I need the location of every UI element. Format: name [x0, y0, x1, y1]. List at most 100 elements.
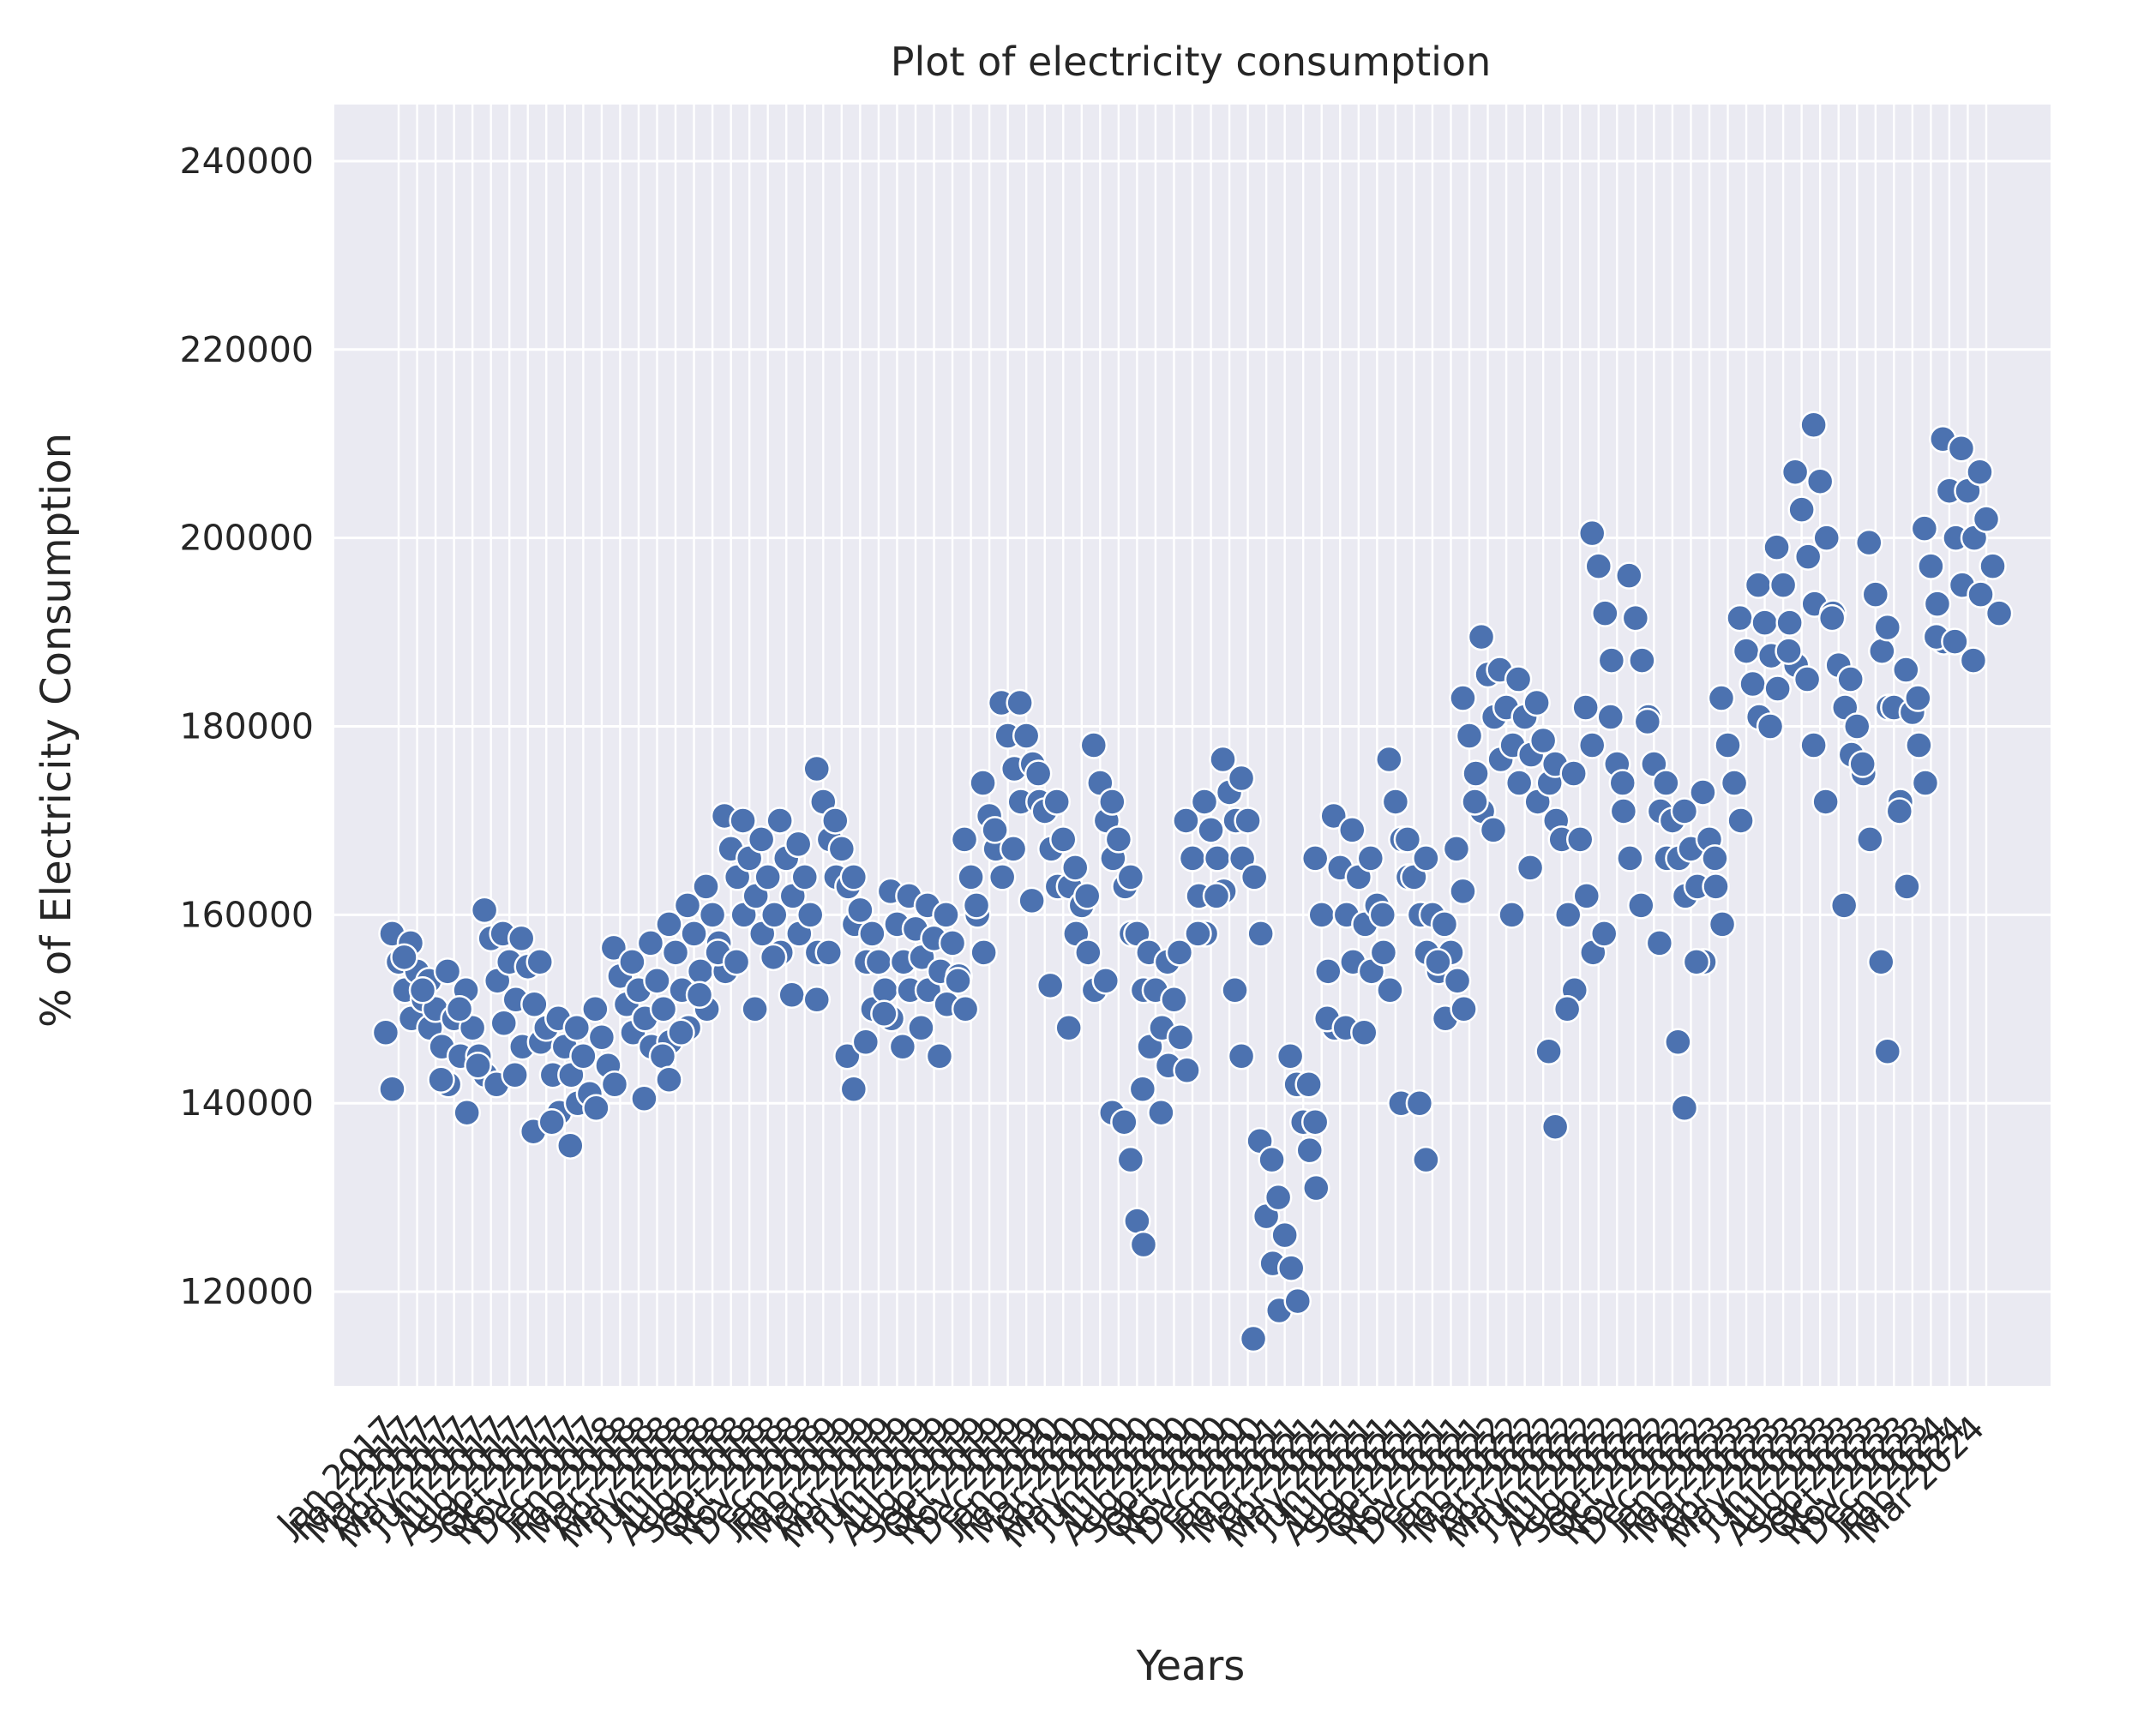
scatter-point [1240, 863, 1269, 891]
scatter-point [1720, 769, 1749, 797]
scatter-point [1577, 519, 1606, 548]
scatter-point [1856, 825, 1884, 854]
scatter-point [1276, 1042, 1305, 1070]
scatter-point [408, 976, 437, 1004]
scatter-point [1633, 707, 1662, 736]
scatter-point [1836, 665, 1865, 693]
scatter-point [1702, 872, 1730, 901]
scatter-point [1319, 801, 1348, 831]
scatter-point [1461, 788, 1489, 816]
scatter-point [1190, 788, 1219, 816]
scatter-point [1652, 769, 1680, 797]
y-tick-label: 220000 [179, 329, 314, 370]
y-tick-label: 180000 [179, 706, 314, 747]
scatter-point [1904, 684, 1932, 712]
scatter-point [1165, 938, 1194, 967]
scatter-point [784, 830, 813, 859]
scatter-point [1209, 745, 1237, 774]
scatter-point [1270, 1220, 1299, 1250]
scatter-point [489, 1009, 518, 1038]
scatter-point [667, 1018, 695, 1047]
scatter-point [1972, 505, 2001, 533]
scatter-point [1202, 882, 1231, 910]
scatter-point [1006, 688, 1034, 717]
scatter-point [1565, 825, 1594, 854]
scatter-point [1012, 722, 1041, 750]
scatter-point [1701, 844, 1729, 872]
scatter-point [1885, 797, 1914, 825]
scatter-point [1197, 816, 1225, 844]
scatter-point [839, 863, 868, 891]
scatter-point [1829, 891, 1859, 920]
scatter-point [1443, 967, 1472, 995]
scatter-points [371, 411, 2014, 1353]
scatter-point [1294, 1070, 1323, 1099]
scatter-point [501, 1060, 529, 1089]
scatter-point [1246, 920, 1275, 948]
scatter-point [1166, 1023, 1195, 1052]
scatter-point [999, 835, 1028, 863]
scatter-point [520, 990, 549, 1019]
scatter-point [759, 943, 788, 972]
scatter-point [907, 1014, 935, 1042]
scatter-point [950, 825, 979, 854]
scatter-point [1911, 769, 1940, 797]
scatter-point [1073, 882, 1102, 910]
scatter-point [1442, 835, 1471, 863]
scatter-point [1221, 976, 1249, 1004]
scatter-point [932, 901, 960, 929]
scatter-point [1091, 967, 1120, 995]
scatter-point [1276, 1254, 1306, 1282]
scatter-point [1855, 528, 1883, 557]
scatter-point [1967, 580, 1995, 609]
scatter-point [814, 938, 844, 967]
scatter-point [957, 863, 985, 891]
scatter-point [1467, 622, 1496, 651]
scatter-point [802, 986, 832, 1014]
scatter-point [1793, 665, 1822, 693]
scatter-point [1756, 712, 1785, 741]
scatter-point [988, 863, 1017, 891]
y-tick-label: 200000 [179, 518, 314, 559]
scatter-point [1670, 797, 1699, 825]
scatter-point [1528, 726, 1558, 755]
scatter-point [1338, 816, 1366, 844]
scatter-point [1300, 844, 1330, 872]
scatter-point [981, 816, 1009, 844]
scatter-point [537, 1107, 566, 1136]
scatter-point [649, 995, 678, 1023]
scatter-point [1817, 603, 1847, 633]
y-tick-label: 140000 [179, 1082, 314, 1124]
scatter-point [1812, 524, 1841, 552]
scatter-point [778, 980, 806, 1010]
scatter-point [1368, 901, 1397, 929]
scatter-point [925, 1042, 954, 1070]
scatter-point [507, 924, 536, 953]
scatter-point [569, 1042, 598, 1070]
scatter-point [1104, 825, 1133, 854]
scatter-point [1793, 543, 1823, 571]
scatter-point [1462, 759, 1490, 788]
scatter-point [802, 754, 832, 783]
scatter-point [1516, 854, 1545, 882]
scatter-point [1295, 1136, 1324, 1165]
scatter-point [1160, 986, 1188, 1014]
scatter-point [1591, 599, 1619, 627]
scatter-point [1375, 745, 1403, 774]
scatter-point [582, 1094, 610, 1122]
scatter-point [1621, 603, 1650, 633]
scatter-point [1843, 712, 1871, 741]
y-axis-label: % of Electricity Consumption [33, 433, 81, 1028]
scatter-point [581, 995, 610, 1023]
scatter-point [962, 891, 991, 920]
scatter-point [1116, 863, 1145, 891]
scatter-point [655, 910, 683, 938]
scatter-point [1449, 877, 1477, 906]
scatter-point [692, 872, 720, 901]
scatter-point [1450, 995, 1478, 1023]
scatter-point [1868, 637, 1896, 665]
scatter-point [1763, 675, 1792, 703]
scatter-point [1369, 938, 1398, 967]
scatter-point [378, 1075, 406, 1103]
